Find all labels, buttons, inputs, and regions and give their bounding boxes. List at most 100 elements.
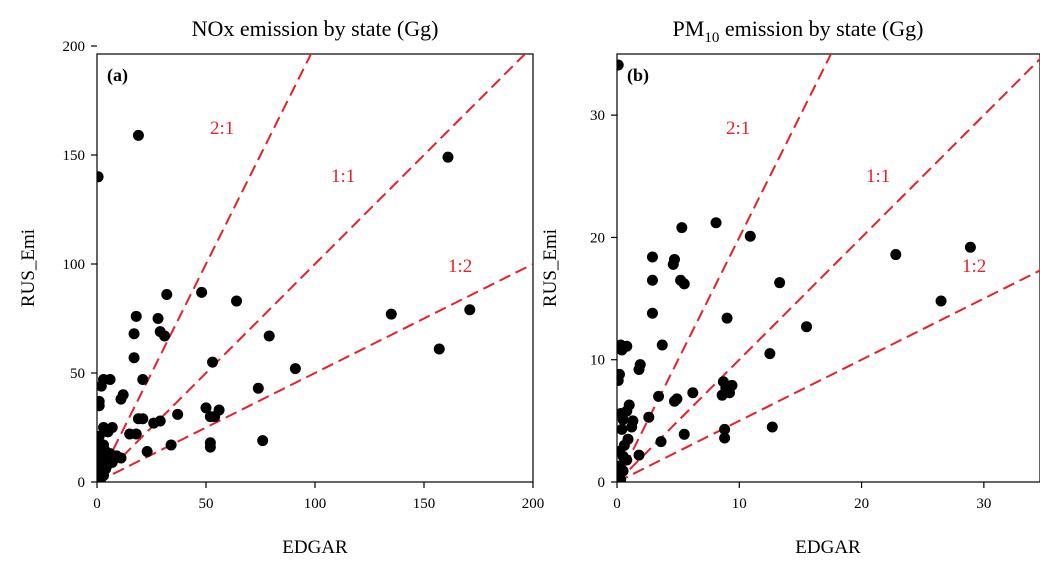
panel-a-point-69	[97, 475, 104, 482]
panel-a-y-tick-label-3: 150	[63, 148, 86, 164]
panel-a-point-9	[130, 310, 142, 322]
panel-b-point-34	[671, 393, 683, 405]
panel-b-y-tick-label-1: 10	[590, 353, 605, 369]
panel-a-point-10	[152, 313, 164, 324]
panel-a-point-17	[289, 363, 301, 375]
panel-b-plot-frame	[616, 53, 1040, 483]
panel-a-point-38	[102, 426, 114, 438]
panel-b-title-rest: emission by state (Gg)	[719, 16, 923, 41]
panel-b-point-44	[719, 423, 731, 435]
panel-b-point-21	[764, 348, 776, 360]
panel-b-point-40	[617, 414, 629, 426]
panel-b-point-31	[716, 389, 728, 401]
panel-b-point-15	[721, 312, 733, 324]
panel-a-point-16	[207, 356, 219, 368]
panel-b-label: (b)	[627, 65, 649, 86]
panel-b-point-10	[646, 274, 658, 286]
panel-a-point-4	[433, 343, 445, 355]
panel-b-point-57	[617, 474, 627, 482]
panel-a-point-22	[252, 382, 264, 394]
panel-a-label: (a)	[107, 65, 128, 86]
panel-b-y-tick-label-3: 30	[590, 108, 605, 124]
panel-b-point-11	[774, 277, 786, 289]
panel-a-point-35	[148, 417, 160, 429]
panel-b-point-43	[766, 421, 778, 433]
panel-a-point-12	[159, 330, 171, 342]
panel-b-point-52	[633, 449, 645, 461]
panel-b-point-20	[656, 339, 668, 351]
panel-b-point-4	[964, 241, 976, 253]
panel-b-point-14	[646, 307, 658, 319]
panel-a-point-31	[204, 411, 216, 423]
panel-a-y-tick-label-4: 200	[63, 39, 86, 55]
panel-b-point-46	[719, 432, 731, 444]
panel-a-ratio-label-1-1: 1:1	[331, 166, 355, 187]
panel-a-reference-lines	[97, 54, 533, 482]
panel-b-ratio-label-1-1: 1:1	[866, 166, 890, 187]
panel-a-point-13	[128, 328, 140, 340]
panel-a-point-40	[130, 428, 142, 440]
panel-b-y-axis-label: RUS_Emi	[540, 229, 561, 307]
panel-a-point-41	[257, 435, 269, 447]
panel-a-point-20	[97, 380, 107, 392]
panel-b-point-1	[710, 217, 722, 229]
panel-b-point-6	[646, 251, 658, 263]
panel-b-point-0	[617, 59, 624, 71]
panel-a-point-14	[263, 330, 275, 342]
panel-a-x-tick-label-4: 200	[522, 496, 545, 512]
panel-b-pm10: PM10 emission by state (Gg) 0 10 20 3001020…	[540, 16, 1040, 558]
panel-b-point-47	[655, 436, 667, 448]
panel-a-ref-line-2-1	[97, 54, 313, 482]
panel-b-ref-line-2-1	[617, 54, 833, 482]
panel-a-x-axis-label: EDGAR	[282, 537, 348, 558]
panel-a-ratio-label-2-1: 2:1	[210, 118, 234, 139]
panel-a-nox: NOx emission by state (Gg) 0 50 100 150 2000…	[18, 16, 545, 558]
panel-a-point-8	[231, 295, 243, 307]
panel-b-point-16	[801, 321, 813, 333]
panel-a-point-19	[104, 374, 116, 386]
panel-b-point-25	[617, 375, 624, 387]
panel-b-x-tick-label-0: 0	[613, 496, 621, 512]
panel-b-point-12	[678, 278, 690, 290]
panel-b-point-23	[633, 363, 645, 375]
panel-b-x-tick-label-1: 10	[732, 496, 747, 512]
panel-b-x-tick-label-3: 30	[976, 496, 991, 512]
panel-a-y-tick-label-1: 50	[70, 366, 85, 382]
panel-a-ref-line-1-2	[97, 262, 533, 482]
panel-b-point-5	[890, 249, 902, 261]
panel-b-title: PM10 emission by state (Gg)	[673, 16, 924, 46]
panel-a-ratio-label-1-2: 1:2	[448, 256, 472, 277]
panel-b-point-37	[621, 405, 633, 417]
panel-b-ticks: 0 10 20 30 0 10 20 30	[590, 108, 991, 512]
panel-b-ref-line-1-1	[617, 57, 1040, 482]
panel-a-point-43	[204, 441, 216, 453]
panel-b-reference-lines	[617, 54, 1040, 482]
panel-a-point-3	[464, 304, 476, 316]
panel-a-point-28	[200, 402, 212, 414]
panel-a-point-26	[97, 400, 105, 412]
panel-a-point-44	[165, 439, 177, 451]
panel-a-point-5	[385, 308, 397, 320]
panel-b-point-3	[744, 230, 756, 242]
panel-a-point-33	[137, 413, 149, 425]
panel-a-point-45	[141, 445, 153, 457]
panel-a-point-7	[161, 289, 173, 301]
panel-b-point-19	[617, 344, 628, 356]
panel-b-y-tick-label-0: 0	[598, 475, 606, 491]
panel-b-ratio-label-1-2: 1:2	[962, 256, 986, 277]
panel-b-point-8	[667, 258, 679, 270]
panel-a-ticks: 0 50 100 150 200 0 50 100 150 200	[63, 39, 545, 512]
panel-b-point-53	[621, 454, 633, 466]
panel-a-points	[97, 129, 476, 482]
panel-b-point-13	[935, 295, 947, 307]
panel-a-point-6	[196, 286, 208, 298]
panel-a-point-24	[115, 393, 127, 405]
panel-a-y-tick-label-0: 0	[78, 475, 86, 491]
panel-b-y-tick-label-2: 20	[590, 230, 605, 246]
panel-b-title-subscript: 10	[704, 30, 719, 46]
panel-a-y-tick-label-2: 100	[63, 257, 86, 273]
panel-b-point-38	[643, 411, 655, 423]
panel-a-point-15	[128, 352, 140, 364]
panel-b-point-41	[617, 423, 628, 435]
panel-b-x-axis-label: EDGAR	[795, 537, 861, 558]
